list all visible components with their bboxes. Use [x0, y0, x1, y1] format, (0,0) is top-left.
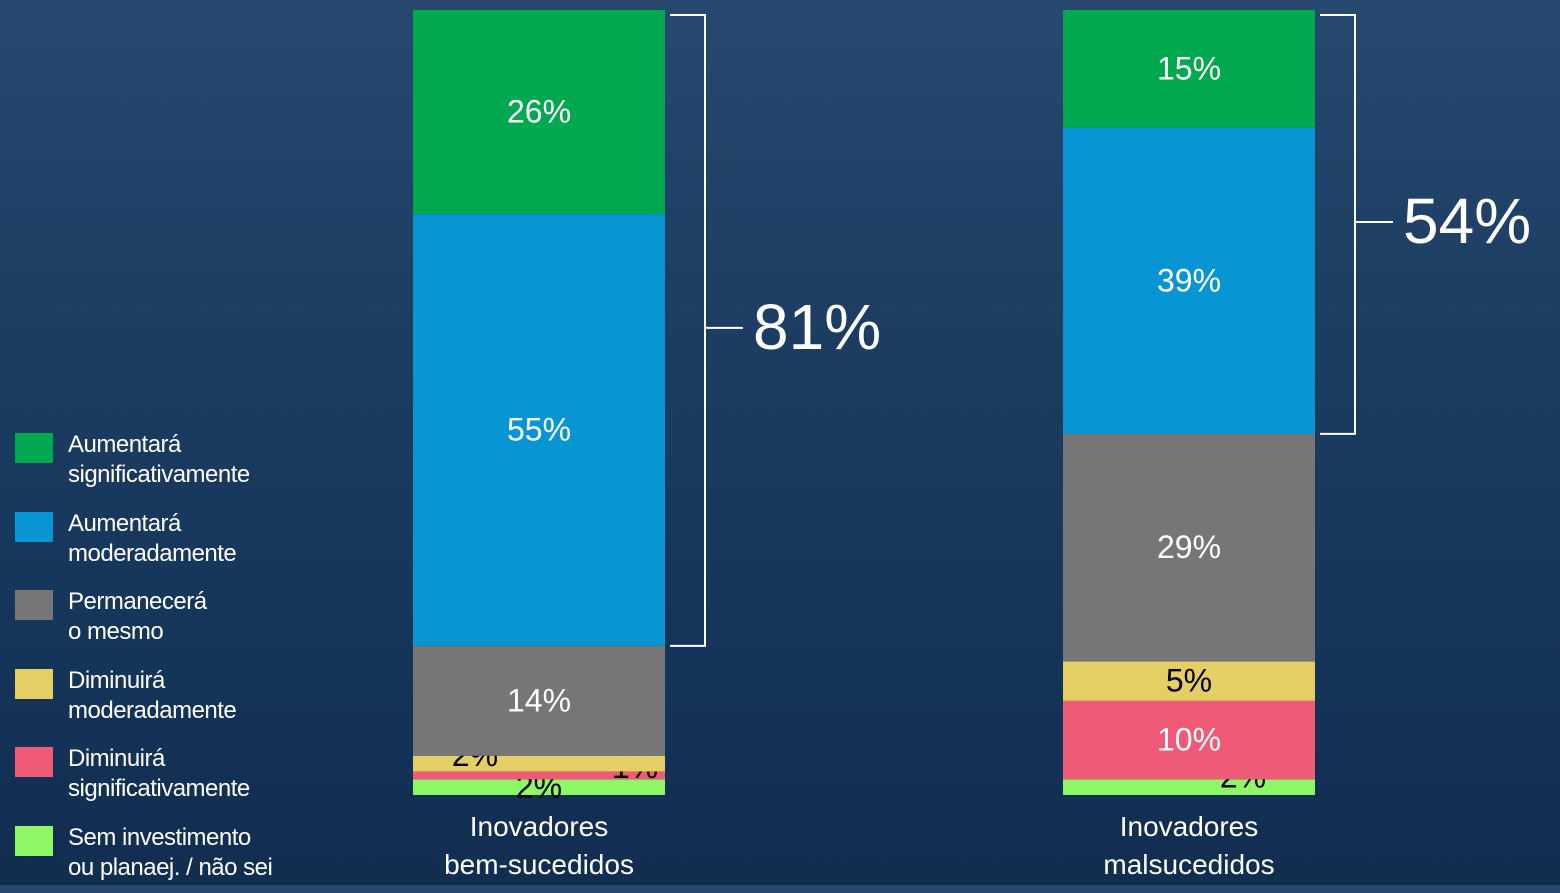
value-label: 15% — [1157, 50, 1221, 86]
legend-item: Sem investimento ou planaej. / não sei — [15, 823, 315, 893]
bracket — [1320, 14, 1393, 435]
bar-segment — [1063, 661, 1315, 701]
legend-item: Diminuirá moderadamente — [15, 666, 315, 736]
legend-swatch — [15, 433, 53, 463]
legend-swatch — [15, 747, 53, 777]
x-tick-label: Inovadores malsucedidos — [1103, 811, 1275, 880]
bar-segment — [1063, 779, 1315, 795]
bar-segment — [1063, 127, 1315, 434]
legend-swatch — [15, 590, 53, 620]
legend-label: Aumentará moderadamente — [68, 509, 237, 567]
legend-label: Diminuirá moderadamente — [68, 666, 237, 724]
bar-segment — [1063, 433, 1315, 662]
legend-label: Aumentará significativamente — [68, 431, 250, 488]
legend-item: Aumentará significativamente — [15, 430, 315, 500]
legend-label: Permanecerá o mesmo — [68, 588, 207, 645]
bar-segment — [413, 10, 665, 215]
value-label: 5% — [1166, 663, 1212, 699]
bar-segment — [413, 779, 665, 795]
legend-label: Diminuirá significativamente — [68, 745, 250, 802]
bar-segment — [1063, 700, 1315, 780]
bracket-total: 54% — [1403, 185, 1531, 257]
legend-swatch — [15, 511, 53, 542]
legend-item: Aumentará moderadamente — [15, 509, 315, 579]
bracket — [670, 14, 743, 647]
legend-swatch — [15, 668, 53, 699]
value-label: 14% — [507, 682, 571, 718]
bar-segment — [413, 771, 665, 780]
bar-segment — [1063, 10, 1315, 128]
value-label: 10% — [1157, 722, 1221, 758]
value-label: 39% — [1157, 262, 1221, 298]
value-label: 26% — [507, 94, 571, 130]
value-label: 55% — [507, 411, 571, 447]
legend-swatch — [15, 825, 53, 856]
bar-segment — [413, 645, 665, 756]
legend-item: Diminuirá significativamente — [15, 744, 315, 814]
value-label: 29% — [1157, 529, 1221, 565]
bar-segment — [413, 755, 665, 772]
legend-item: Permanecerá o mesmo — [15, 587, 315, 657]
bracket-total: 81% — [753, 291, 881, 363]
x-tick-label: Inovadores bem-sucedidos — [444, 811, 634, 880]
bar-segment — [413, 214, 665, 646]
legend-label: Sem investimento ou planaej. / não sei — [68, 823, 273, 881]
